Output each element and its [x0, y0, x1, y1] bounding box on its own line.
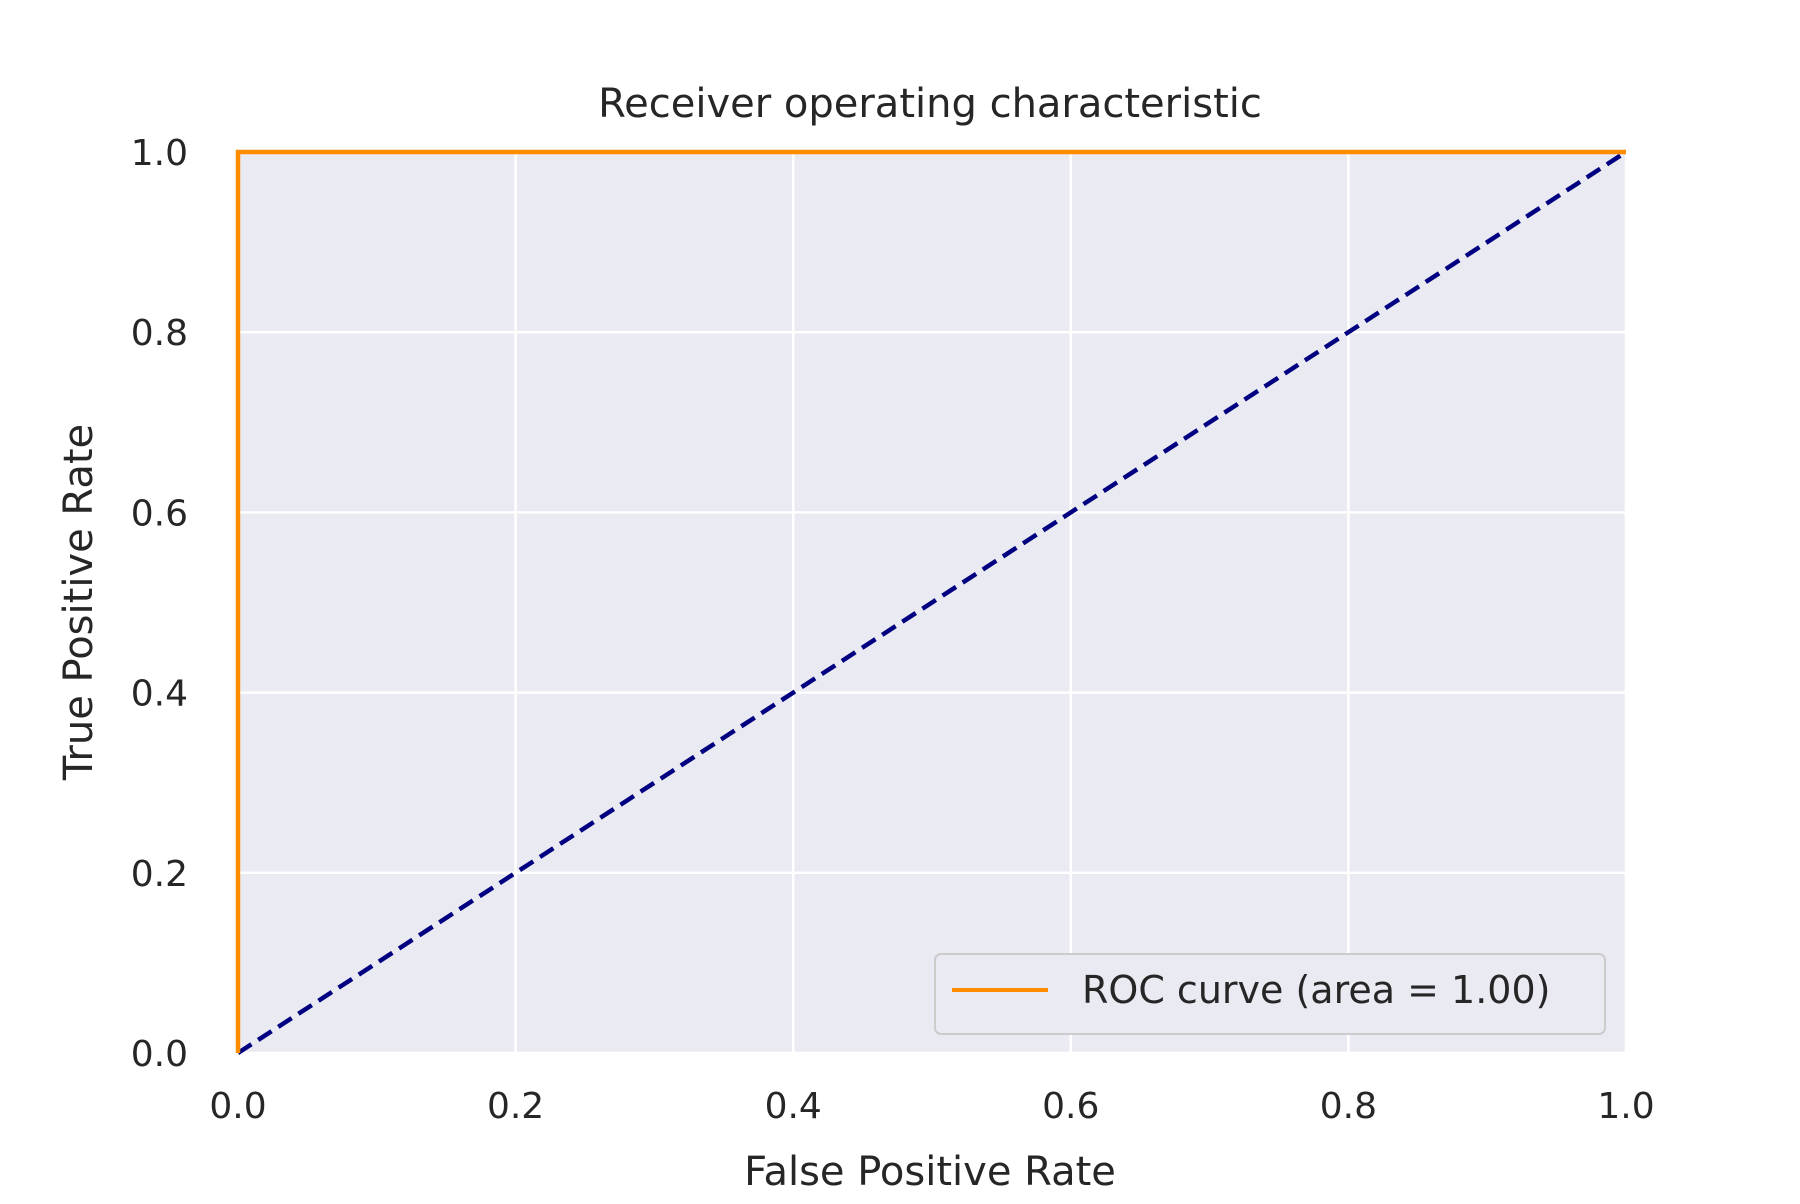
x-tick-label: 0.0 [209, 1086, 266, 1127]
legend-box [934, 953, 1606, 1035]
chance-diagonal-line [236, 150, 1628, 1055]
y-axis-ticks: 0.0 0.2 0.4 0.6 0.8 1.0 [131, 133, 188, 1075]
chart-title: Receiver operating characteristic [598, 81, 1262, 127]
y-tick-label: 0.6 [131, 493, 188, 534]
y-tick-label: 0.4 [131, 674, 188, 715]
legend-label-roc: ROC curve (area = 1.00) [1082, 968, 1550, 1012]
x-axis-label: False Positive Rate [744, 1149, 1116, 1195]
y-tick-label: 0.8 [131, 313, 188, 354]
legend: ROC curve (area = 1.00) [934, 953, 1606, 1035]
y-tick-label: 0.0 [131, 1034, 188, 1075]
x-tick-label: 0.6 [1042, 1086, 1099, 1127]
y-tick-label: 0.2 [131, 854, 188, 895]
x-tick-label: 1.0 [1597, 1086, 1654, 1127]
y-tick-label: 1.0 [131, 133, 188, 174]
x-tick-label: 0.2 [487, 1086, 544, 1127]
x-tick-label: 0.8 [1320, 1086, 1377, 1127]
x-tick-label: 0.4 [765, 1086, 822, 1127]
series-lines [235, 149, 1628, 1055]
grid-lines [236, 150, 1628, 1055]
y-axis-label: True Positive Rate [56, 424, 102, 781]
x-axis-ticks: 0.0 0.2 0.4 0.6 0.8 1.0 [209, 1086, 1654, 1127]
roc-curve-line [235, 149, 1626, 1053]
